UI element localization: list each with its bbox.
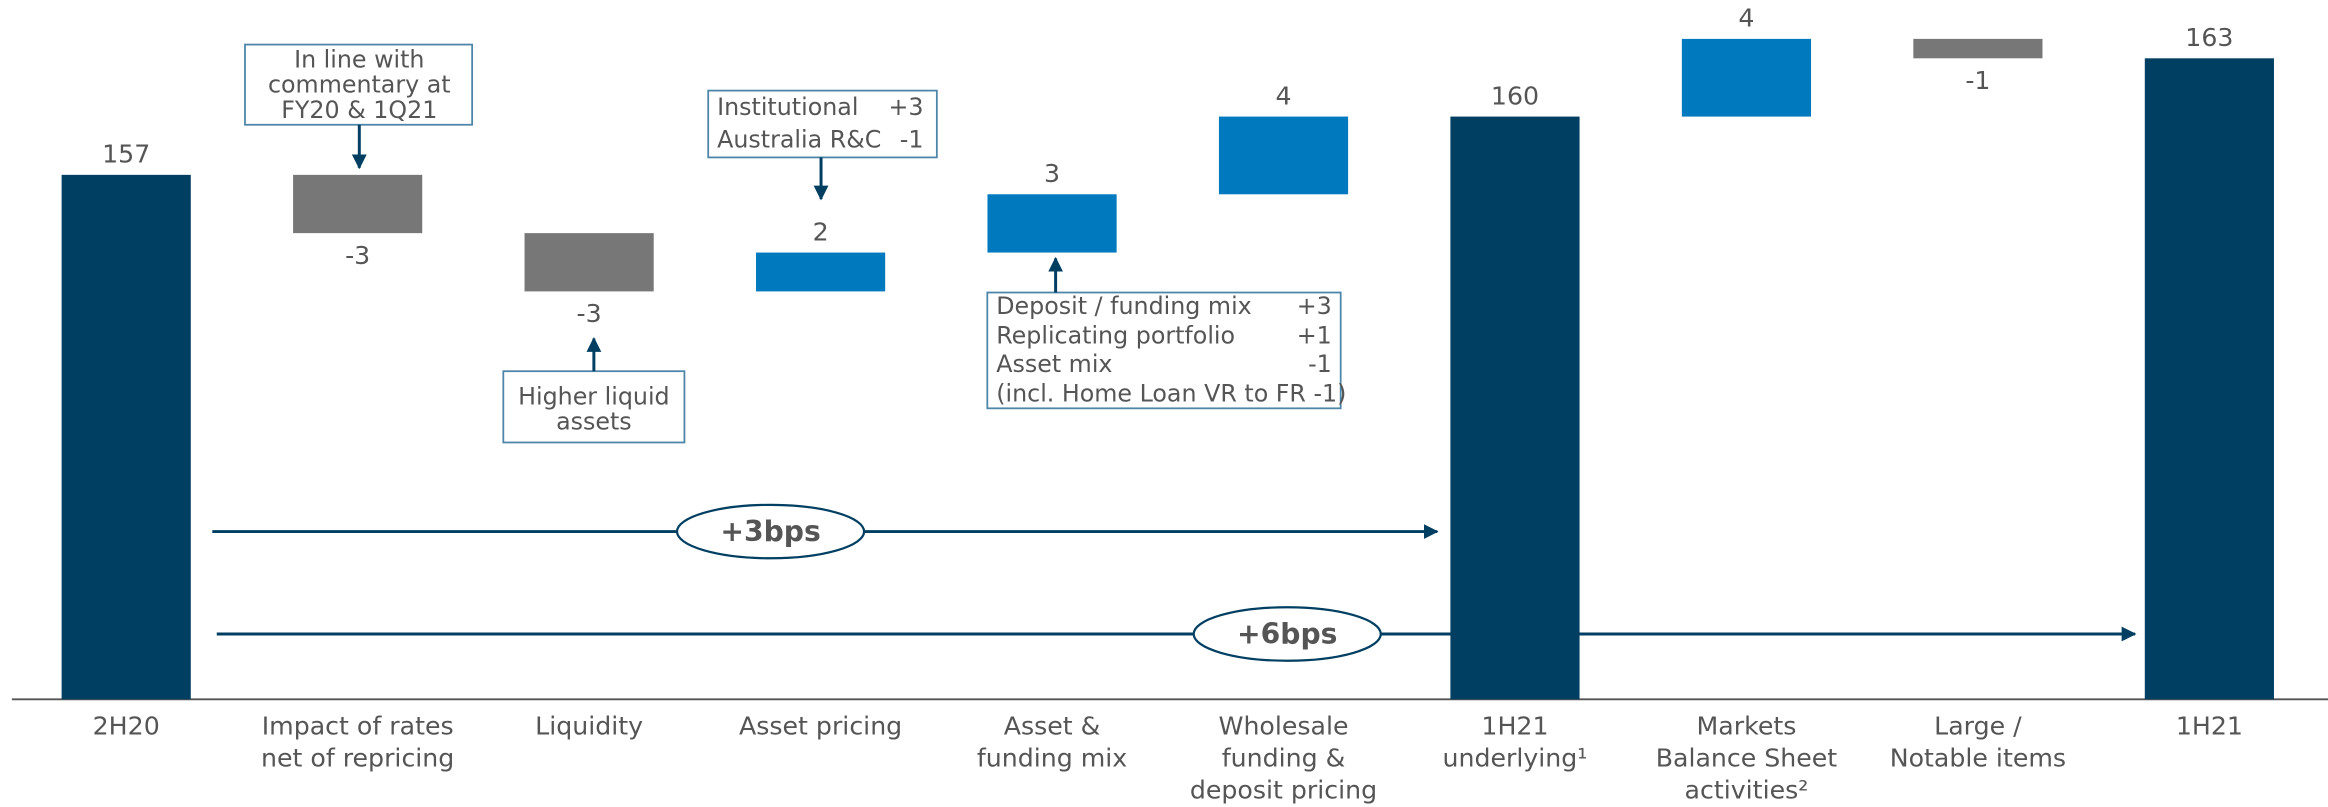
x-tick-label-line: funding &	[1222, 743, 1346, 772]
x-tick-label: Asset & funding mix	[977, 712, 1127, 773]
callout-row-label: Replicating portfolio	[996, 322, 1235, 350]
value-label: 4	[1275, 81, 1291, 110]
value-label: 3	[1044, 159, 1060, 188]
x-tick-label-line: underlying¹	[1443, 743, 1588, 772]
callout-box	[986, 291, 1342, 410]
x-tick-label-line: Impact of rates	[262, 712, 454, 741]
callout-row-value: -1	[1308, 350, 1332, 378]
x-tick-label-line: 1H21	[2176, 712, 2243, 741]
callout-row-value: +3	[888, 93, 923, 121]
x-tick-label-line: Liquidity	[535, 712, 643, 741]
bracket-label: +6bps	[1237, 617, 1337, 650]
bar	[1218, 116, 1349, 195]
callout-row-value: -1	[900, 126, 924, 154]
x-tick-label: 1H21	[2176, 712, 2243, 741]
callout-box	[707, 89, 938, 159]
x-tick-label-line: funding mix	[977, 743, 1127, 772]
value-label: -3	[577, 299, 602, 328]
bracket-ellipse	[675, 503, 866, 560]
x-tick-label-line: Notable items	[1890, 743, 2066, 772]
value-label: -3	[345, 241, 370, 270]
x-tick-label-line: deposit pricing	[1190, 775, 1377, 804]
x-tick-label: 1H21 underlying¹	[1443, 712, 1588, 773]
bar	[293, 174, 423, 234]
x-tick-label-line: 1H21	[1481, 712, 1548, 741]
callout-row-value: +3	[1297, 292, 1332, 320]
callout-row-label: Australia R&C	[717, 126, 881, 154]
value-label: 2	[813, 217, 829, 246]
value-label: 163	[2185, 23, 2233, 52]
callout-text: Higher liquid	[518, 382, 670, 410]
callout-text: assets	[556, 408, 632, 436]
x-tick-label: Large / Notable items	[1890, 712, 2066, 773]
callout-text: FY20 & 1Q21	[281, 96, 437, 124]
x-tick-label-line: Wholesale	[1219, 712, 1349, 741]
bar	[2144, 58, 2274, 700]
value-label: -1	[1965, 66, 1990, 95]
callout-box	[502, 370, 686, 444]
bar	[1913, 38, 2043, 59]
x-tick-label: Wholesale funding & deposit pricing	[1190, 712, 1377, 805]
bracket-ellipse	[1192, 606, 1382, 662]
callout-row-label: Asset mix	[996, 350, 1112, 378]
callout-text: commentary at	[268, 71, 451, 99]
bar	[1681, 38, 1812, 117]
x-tick-label: Impact of rates net of repricing	[261, 712, 454, 773]
x-tick-label-line: net of repricing	[261, 743, 454, 772]
callout-text: In line with	[294, 45, 424, 73]
x-tick-label-line: Markets	[1697, 712, 1797, 741]
x-tick-label: Liquidity	[535, 712, 643, 741]
value-label: 4	[1738, 4, 1754, 33]
x-tick-label-line: 2H20	[93, 712, 160, 741]
x-tick-label-line: activities²	[1685, 775, 1809, 804]
bar	[756, 252, 886, 292]
x-tick-label: 2H20	[93, 712, 160, 741]
callout-row-label: Deposit / funding mix	[996, 292, 1252, 320]
bar	[1450, 116, 1580, 700]
x-tick-label-line: Large /	[1934, 712, 2022, 741]
value-label: 160	[1491, 81, 1539, 110]
x-tick-label: Markets Balance Sheet activities²	[1656, 712, 1838, 805]
bar	[524, 233, 654, 292]
x-tick-label-line: Balance Sheet	[1656, 743, 1838, 772]
x-tick-label: Asset pricing	[739, 712, 902, 741]
callout-row-label: Institutional	[717, 93, 858, 121]
bar	[61, 174, 191, 700]
x-tick-label-line: Asset &	[1004, 712, 1101, 741]
bar	[987, 194, 1117, 253]
bracket-label: +3bps	[720, 515, 820, 548]
value-label: 157	[102, 140, 150, 169]
callout-row-value: +1	[1297, 322, 1332, 350]
x-tick-label-line: Asset pricing	[739, 712, 902, 741]
callout-row-label: (incl. Home Loan VR to FR -1)	[996, 379, 1346, 407]
